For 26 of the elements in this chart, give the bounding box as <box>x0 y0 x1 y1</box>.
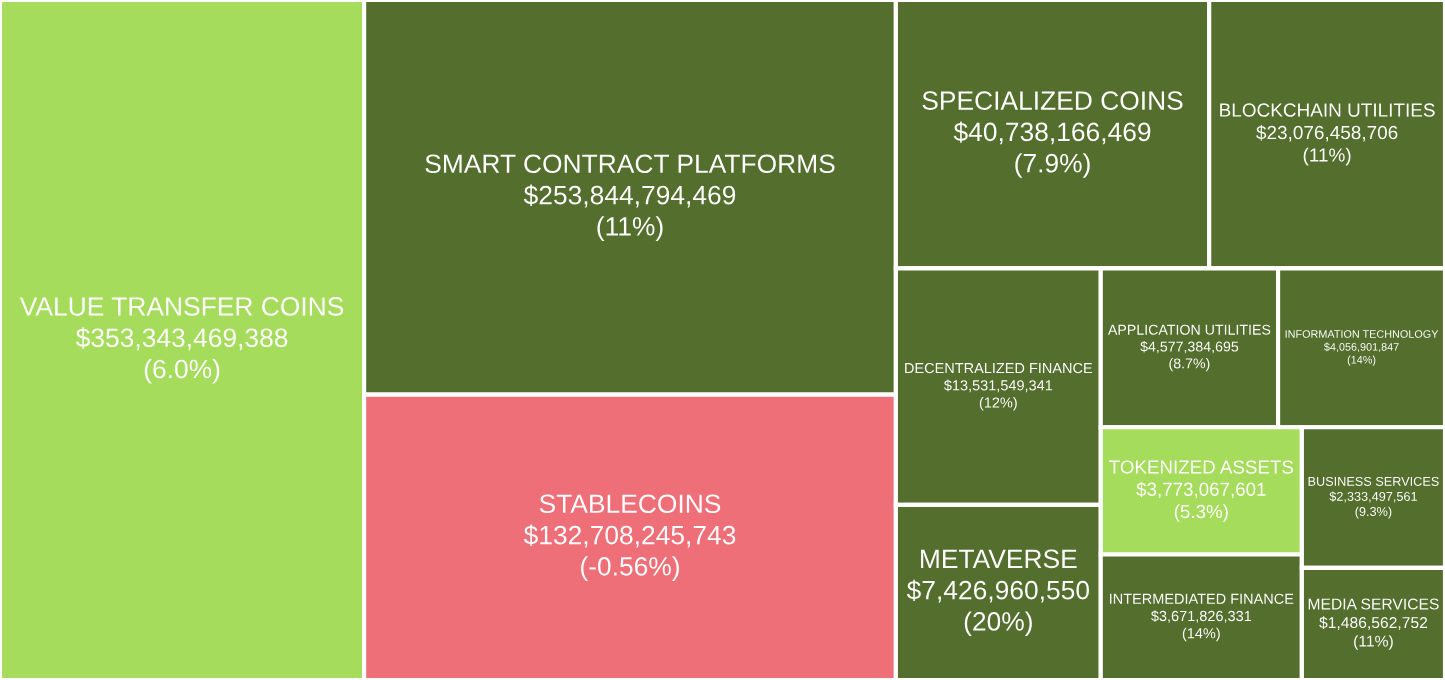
category-label: METAVERSE <box>921 549 1077 569</box>
data-label: $2,333,497,561 (9.3%) <box>1329 491 1417 519</box>
data-label: $23,076,458,706 (11%) <box>1256 125 1398 166</box>
category-label: MEDIA SERVICES <box>1308 598 1439 610</box>
category-label: SMART CONTRACT PLATFORMS <box>425 154 835 174</box>
category-label: BUSINESS SERVICES <box>1308 476 1439 486</box>
data-label: $4,056,901,847 (14%) <box>1323 342 1399 366</box>
data-label: $1,486,562,752 (11%) <box>1319 616 1428 650</box>
data-label: $7,426,960,550 (20%) <box>906 579 1090 636</box>
data-label: $13,531,549,341 (12%) <box>943 379 1053 411</box>
category-label: TOKENIZED ASSETS <box>1109 460 1294 474</box>
data-label: $3,773,067,601 (5.3%) <box>1136 481 1266 522</box>
data-label: $3,671,826,331 (14%) <box>1151 610 1252 642</box>
category-label: INFORMATION TECHNOLOGY <box>1285 330 1439 338</box>
category-label: BLOCKCHAIN UTILITIES <box>1220 103 1435 117</box>
category-label: APPLICATION UTILITIES <box>1107 324 1271 335</box>
category-label: VALUE TRANSFER COINS <box>19 297 344 316</box>
data-label: $353,343,469,388 (6.0%) <box>75 327 288 384</box>
data-label: $4,577,384,695 (8.7%) <box>1140 340 1239 372</box>
data-label: $132,708,245,743 (-0.56%) <box>523 524 736 581</box>
category-label: INTERMEDIATED FINANCE <box>1110 593 1294 604</box>
data-label: $253,844,794,469 (11%) <box>523 184 736 241</box>
category-label: SPECIALIZED COINS <box>922 91 1183 110</box>
category-label: STABLECOINS <box>539 494 721 514</box>
data-label: $40,738,166,469 (7.9%) <box>953 121 1151 178</box>
category-label: DECENTRALIZED FINANCE <box>905 362 1093 374</box>
